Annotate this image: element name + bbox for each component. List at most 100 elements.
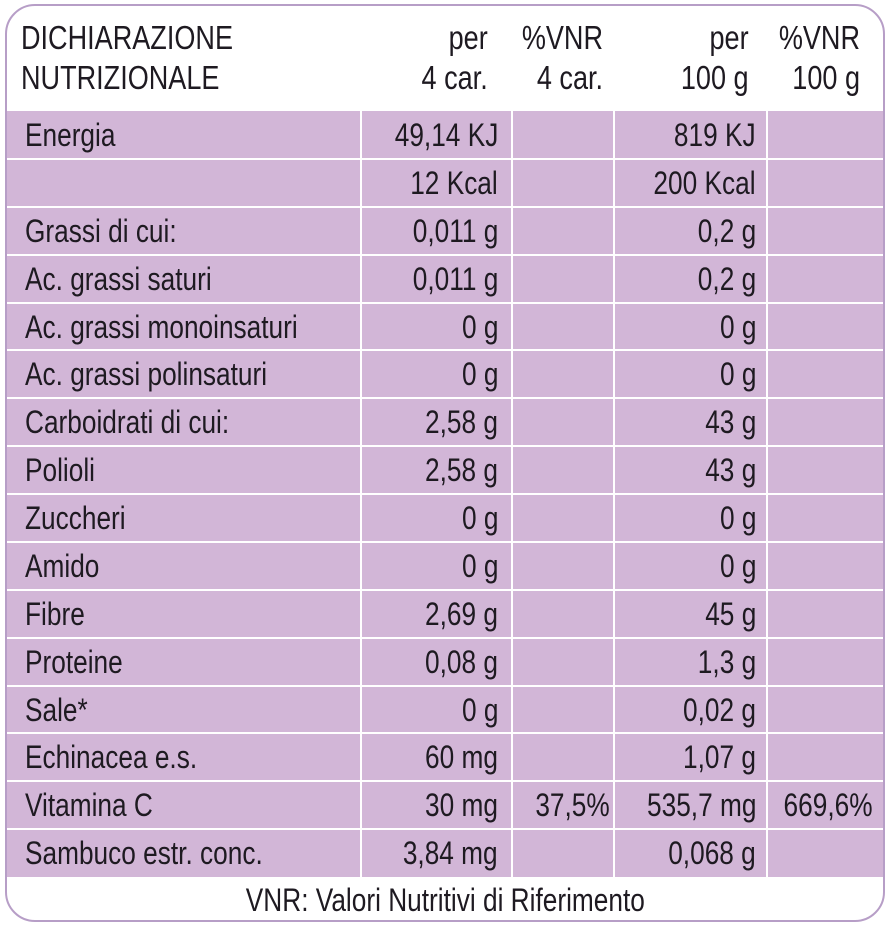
footer-text: VNR: Valori Nutritivi di Riferimento [245,882,645,918]
header-per-100-g-line2: 100 g [681,59,749,96]
cell-per4: 0 g [461,500,498,536]
table-row: Polioli 2,58 g 43 g [7,446,883,494]
cell-per4: 0,011 g [412,260,498,297]
cell-per100: 0 g [719,547,756,584]
row-divider [7,732,883,735]
nutrition-table: DICHIARAZIONE NUTRIZIONALE per 4 car. %V… [5,4,885,922]
table-row: Zuccheri 0 g 0 g [7,494,883,542]
cell-per4: 2,58 g [425,452,498,489]
table-row: Sale* 0 g 0,02 g [7,686,883,734]
table-header: DICHIARAZIONE NUTRIZIONALE per 4 car. %V… [7,6,883,111]
row-divider [7,205,883,208]
header-per-4-car: per 4 car. [422,18,488,98]
cell-per100: 1,07 g [683,739,756,776]
cell-name: Ac. grassi saturi [25,260,212,297]
cell-name: Proteine [25,643,123,680]
cell-per100: 43 g [704,404,756,441]
cell-per100: 0 g [719,308,756,345]
cell-per4: 0,011 g [412,212,498,249]
header-per-4-car-line1: per [448,19,488,56]
table-row: Ac. grassi saturi 0,011 g 0,2 g [7,255,883,303]
table-row: Fibre 2,69 g 45 g [7,590,883,638]
cell-per100: 535,7 mg [646,787,756,824]
cell-per100: 43 g [704,452,756,489]
cell-per4: 0 g [461,691,498,728]
cell-name: Energia [25,117,116,153]
header-per-100-g: per 100 g [681,18,749,98]
header-declaration: DICHIARAZIONE NUTRIZIONALE [21,18,233,98]
cell-per4: 0 g [461,547,498,584]
cell-vnr100: 669,6% [784,787,873,824]
table-row: Ac. grassi monoinsaturi 0 g 0 g [7,303,883,351]
cell-per100: 0,068 g [668,835,756,872]
table-row: Amido 0 g 0 g [7,542,883,590]
header-vnr-4-car-line2: 4 car. [536,59,603,96]
header-per-4-car-line2: 4 car. [421,59,488,96]
row-divider [7,540,883,543]
cell-name: Fibre [25,595,85,632]
cell-per4: 0 g [461,308,498,345]
table-row: Proteine 0,08 g 1,3 g [7,638,883,686]
cell-per4: 12 Kcal [410,164,498,201]
cell-name: Echinacea e.s. [25,739,198,776]
cell-per100: 0,2 g [697,260,756,297]
row-divider [7,684,883,687]
cell-per100: 1,3 g [697,643,756,680]
table-row: Ac. grassi polinsaturi 0 g 0 g [7,350,883,398]
cell-vnr4: 37,5% [535,787,610,824]
cell-name: Grassi di cui: [25,212,177,249]
row-divider [7,445,883,448]
cell-per4: 0 g [461,356,498,393]
row-divider [7,780,883,783]
row-divider [7,301,883,304]
cell-name: Ac. grassi monoinsaturi [25,308,298,345]
header-declaration-line1: DICHIARAZIONE [21,19,233,56]
table-row: Energia 49,14 KJ 819 KJ [7,111,883,159]
cell-name: Ac. grassi polinsaturi [25,356,268,393]
footer-note: VNR: Valori Nutritivi di Riferimento [7,877,883,920]
header-declaration-line2: NUTRIZIONALE [21,59,220,96]
header-vnr-4-car-line1: %VNR [521,19,603,56]
row-divider [7,397,883,400]
cell-name: Zuccheri [25,500,126,536]
cell-name: Carboidrati di cui: [25,404,230,441]
header-vnr-100-g-line2: 100 g [792,59,860,96]
table-body: Energia 49,14 KJ 819 KJ 12 Kcal 200 Kcal Gras… [7,111,883,877]
cell-name: Vitamina C [25,787,153,824]
header-vnr-4-car: %VNR 4 car. [522,18,603,98]
cell-name: Sambuco estr. conc. [25,835,263,872]
table-row: Carboidrati di cui: 2,58 g 43 g [7,398,883,446]
row-divider [7,588,883,591]
cell-per100: 0 g [719,500,756,536]
table-row: Sambuco estr. conc. 3,84 mg 0,068 g [7,829,883,877]
header-per-100-g-line1: per [709,19,749,56]
table-row: Echinacea e.s. 60 mg 1,07 g [7,733,883,781]
cell-name: Amido [25,547,100,584]
cell-per4: 2,58 g [425,404,498,441]
cell-per4: 2,69 g [425,595,498,632]
table-row: Vitamina C 30 mg 37,5% 535,7 mg 669,6% [7,781,883,829]
cell-per4: 3,84 mg [403,835,498,872]
table-row: 12 Kcal 200 Kcal [7,159,883,207]
cell-per100: 819 KJ [674,117,756,153]
cell-name: Polioli [25,452,96,489]
cell-per100: 45 g [704,595,756,632]
row-divider [7,157,883,160]
cell-per4: 30 mg [425,787,498,824]
cell-per100: 0,02 g [683,691,756,728]
row-divider [7,253,883,256]
row-divider [7,636,883,639]
header-vnr-100-g: %VNR 100 g [779,18,860,98]
header-vnr-100-g-line1: %VNR [778,19,860,56]
cell-per100: 200 Kcal [653,164,756,201]
cell-per4: 60 mg [425,739,498,776]
cell-name: Sale* [25,691,88,728]
table-row: Grassi di cui: 0,011 g 0,2 g [7,207,883,255]
row-divider [7,493,883,495]
cell-per4: 49,14 KJ [394,117,498,153]
cell-per100: 0,2 g [697,212,756,249]
cell-per4: 0,08 g [425,643,498,680]
cell-per100: 0 g [719,356,756,393]
row-divider [7,828,883,831]
row-divider [7,349,883,352]
